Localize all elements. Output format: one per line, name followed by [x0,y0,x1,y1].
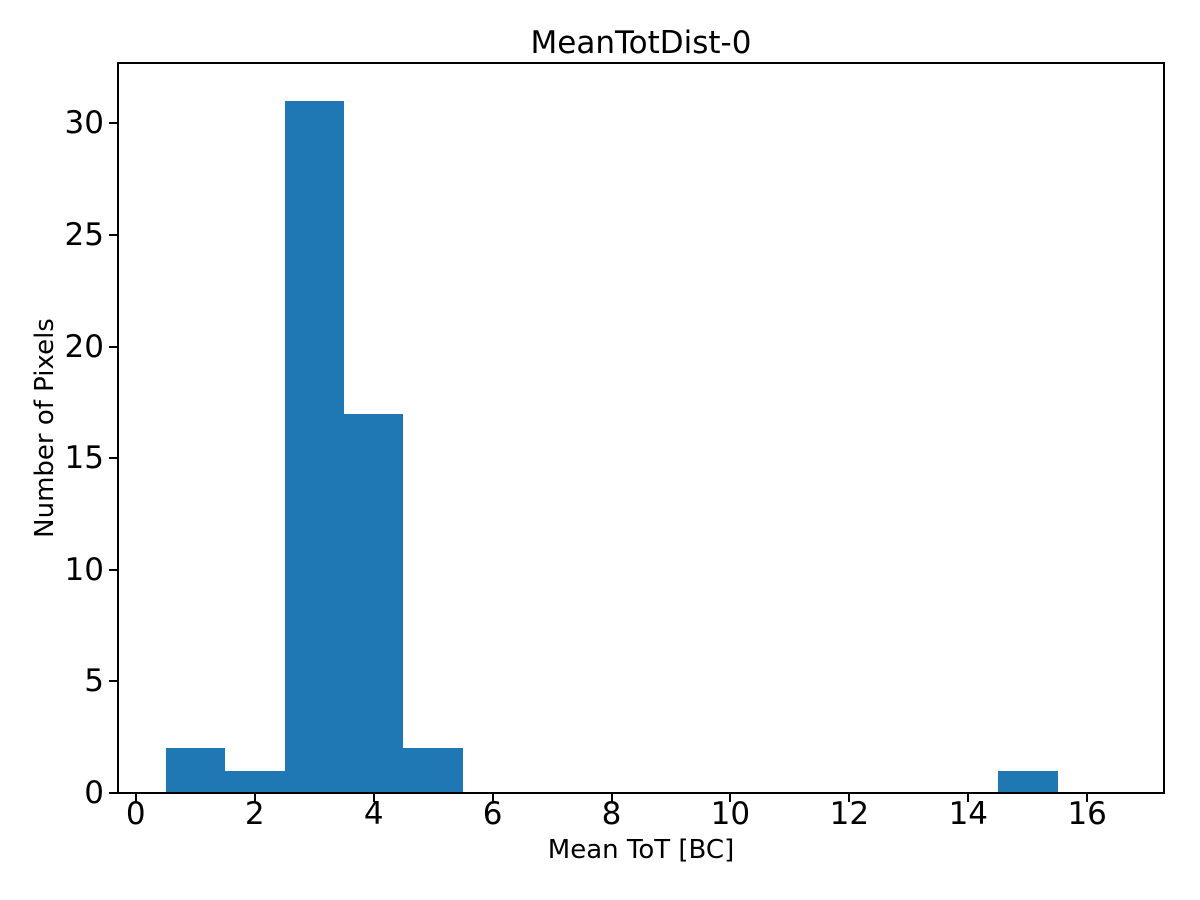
histogram-bar [225,770,285,793]
x-tick-label: 12 [829,796,870,832]
x-tick-label: 2 [244,796,265,832]
y-tick-label: 15 [64,440,104,477]
x-tick-label: 16 [1067,796,1107,832]
x-tick-mark [372,793,375,802]
axis-spine-top [117,62,1165,64]
axis-spine-bottom [117,792,1165,794]
histogram-bar [284,101,344,793]
x-tick-mark [610,793,613,802]
histogram-bar [998,770,1058,793]
y-tick-label: 25 [64,216,104,253]
axis-spine-left [117,62,119,794]
y-tick-mark [109,345,118,348]
histogram-bar [403,748,463,793]
histogram-bar [165,748,226,793]
y-tick-label: 30 [64,105,104,142]
x-tick-mark [848,793,851,802]
y-tick-mark [109,792,118,794]
x-tick-label: 8 [601,796,622,832]
x-axis-label: Mean ToT [BC] [547,835,735,865]
x-tick-label: 14 [948,796,989,832]
y-tick-mark [109,122,118,125]
y-axis-label: Number of Pixels [30,318,61,538]
x-tick-mark [1086,793,1089,802]
x-tick-label: 6 [482,796,503,832]
y-tick-label: 5 [84,663,104,700]
x-tick-label: 0 [125,796,146,832]
y-tick-mark [109,680,118,683]
x-tick-label: 10 [710,796,751,832]
x-tick-mark [491,793,494,802]
x-tick-mark [967,793,970,802]
x-tick-mark [134,793,137,802]
histogram-bar [343,413,404,793]
y-tick-mark [109,233,118,236]
x-tick-mark [253,793,256,802]
chart-title: MeanTotDist-0 [530,25,752,61]
y-tick-mark [109,457,118,460]
y-tick-mark [109,568,118,571]
x-tick-mark [729,793,732,802]
y-tick-label: 20 [64,328,104,365]
axis-spine-right [1163,62,1165,794]
y-tick-label: 10 [64,551,104,588]
x-tick-label: 4 [363,796,384,832]
y-tick-label: 0 [84,775,104,811]
